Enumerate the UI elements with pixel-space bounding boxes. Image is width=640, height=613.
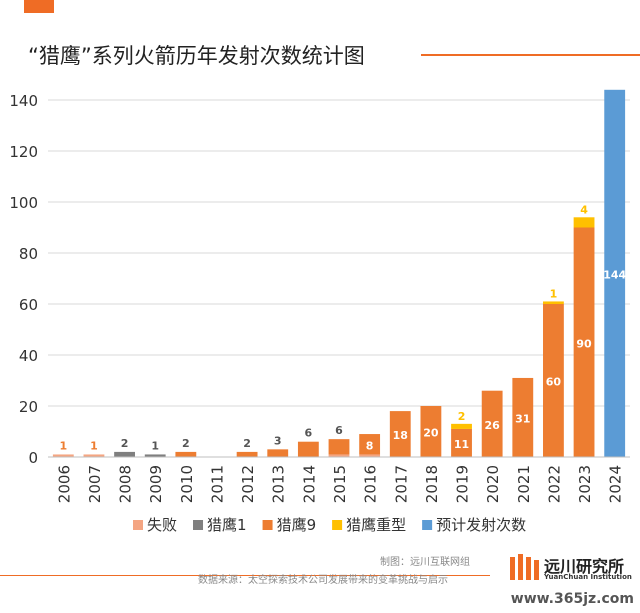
bar-segment: [451, 428, 472, 457]
bar-segment: [604, 89, 626, 458]
bar-segment: [328, 439, 350, 455]
bar-segment: [573, 217, 595, 228]
data-label: 2: [121, 437, 129, 450]
legend-swatch: [133, 520, 143, 530]
x-tick-label: 2009: [147, 465, 165, 503]
x-tick-label: 2021: [515, 465, 533, 503]
data-label: 31: [515, 412, 530, 425]
x-tick-label: 2007: [86, 465, 104, 503]
data-label: 4: [580, 203, 588, 216]
y-tick-label: 40: [19, 347, 38, 365]
x-tick-label: 2023: [576, 465, 594, 503]
data-label: 1: [59, 439, 67, 452]
x-tick-label: 2008: [117, 465, 135, 503]
x-tick-label: 2018: [423, 465, 441, 503]
data-label: 6: [335, 424, 343, 437]
footer-source: 数据来源：太空探索技术公司发展带来的变革挑战与启示: [198, 575, 448, 586]
x-tick-label: 2022: [545, 465, 563, 503]
data-label: 60: [546, 376, 562, 389]
bar-segment: [236, 451, 258, 457]
y-tick-label: 60: [19, 296, 38, 314]
legend-swatch: [332, 520, 343, 530]
data-label: 6: [305, 427, 313, 440]
legend-label: 猎鹰重型: [346, 516, 406, 534]
brand-subtitle: YuanChuan Institution: [544, 573, 632, 581]
legend-label: 失败: [147, 516, 177, 534]
legend-swatch: [193, 520, 204, 530]
y-tick-label: 140: [9, 92, 38, 110]
footer-rule: [0, 575, 490, 576]
data-label: 2: [182, 437, 190, 450]
data-label: 1: [90, 439, 98, 452]
watermark: www.365jz.com: [510, 591, 634, 607]
bar-segment: [297, 441, 319, 457]
bar-segment: [543, 301, 564, 304]
bar-segment: [175, 451, 197, 457]
y-tick-label: 20: [19, 398, 38, 416]
legend-label: 预计发射次数: [436, 516, 526, 534]
legend-swatch: [422, 520, 433, 530]
legend-label: 猎鹰9: [277, 516, 317, 534]
bar-segment: [359, 454, 381, 457]
bar-segment: [83, 454, 105, 457]
data-label: 2: [458, 410, 466, 423]
x-tick-label: 2017: [392, 465, 410, 503]
x-tick-label: 2015: [331, 465, 349, 503]
bar-segment: [420, 406, 442, 457]
data-label: 1: [550, 287, 558, 300]
y-tick-label: 100: [9, 194, 38, 212]
legend-label: 猎鹰1: [207, 516, 247, 534]
x-tick-label: 2024: [607, 465, 625, 503]
bar-segment: [267, 449, 289, 457]
brand-name: 远川研究所: [544, 557, 625, 576]
data-label: 2: [243, 437, 251, 450]
y-tick-label: 80: [19, 245, 38, 263]
y-tick-label: 120: [9, 143, 38, 161]
bar-segment: [543, 304, 564, 457]
data-label: 1: [151, 439, 159, 452]
x-tick-label: 2013: [270, 465, 288, 503]
data-label: 11: [454, 438, 469, 451]
x-tick-label: 2011: [208, 465, 226, 503]
data-label: 8: [366, 439, 374, 452]
x-tick-label: 2019: [454, 465, 472, 503]
data-label: 18: [393, 429, 408, 442]
legend-swatch: [262, 520, 273, 530]
data-label: 26: [485, 419, 501, 432]
footer-made-by: 制图：远川互联网组: [380, 557, 470, 568]
title-rule: [421, 54, 640, 56]
bar-segment: [451, 423, 472, 429]
y-tick-label: 0: [28, 449, 38, 467]
data-label: 20: [423, 427, 439, 440]
x-tick-label: 2010: [178, 465, 196, 503]
x-tick-label: 2016: [362, 465, 380, 503]
x-tick-label: 2006: [55, 465, 73, 503]
bar-segment: [389, 411, 411, 457]
x-tick-label: 2014: [300, 465, 318, 503]
x-tick-label: 2020: [484, 465, 502, 503]
bar-segment: [481, 390, 503, 457]
brand-logo: 远川研究所 YuanChuan Institution: [510, 553, 638, 585]
brand-mark-icon: [510, 554, 539, 580]
data-label: 90: [576, 337, 592, 350]
bar-segment: [359, 434, 381, 455]
bar-segment: [114, 451, 135, 457]
data-label: 3: [274, 434, 282, 447]
bar-segment: [144, 454, 166, 457]
accent-block: [24, 0, 54, 13]
bar-segment: [328, 454, 350, 457]
x-tick-label: 2012: [239, 465, 257, 503]
bar-segment: [512, 377, 534, 457]
chart: 0204060801001201401200612007220081200922…: [9, 89, 630, 534]
data-label: 144: [603, 268, 626, 281]
bar-segment: [573, 227, 595, 457]
chart-title: “猎鹰”系列火箭历年发射次数统计图: [28, 44, 365, 68]
bar-segment: [52, 454, 74, 457]
